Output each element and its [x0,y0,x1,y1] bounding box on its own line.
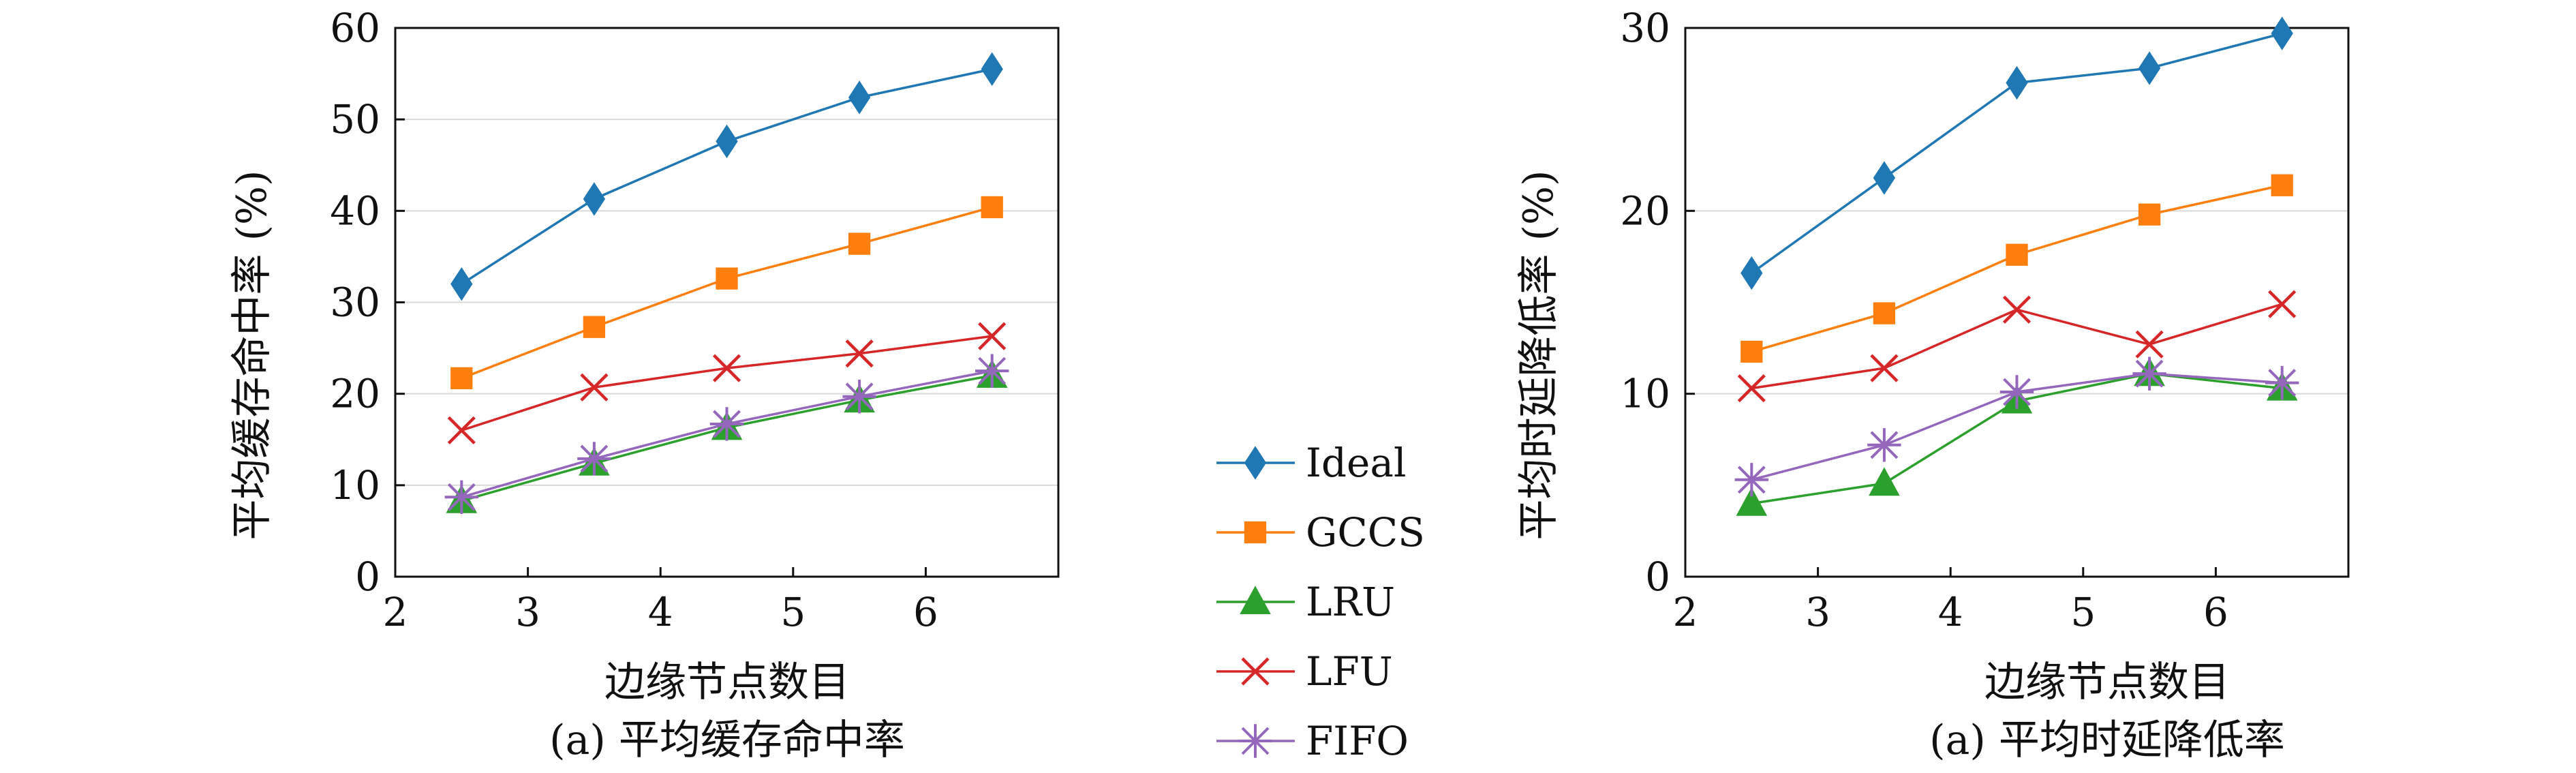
data-point [1867,428,1901,462]
data-point [975,354,1009,388]
data-point [716,267,738,290]
legend-label: LRU [1306,579,1395,625]
data-point [2006,65,2028,100]
data-point [2132,357,2166,391]
data-point [716,124,738,159]
data-point [981,52,1003,87]
y-tick-label: 0 [1645,554,1670,600]
y-tick-label: 0 [355,554,380,600]
legend-entry-lru: LRU [1216,579,1395,625]
y-tick-label: 20 [1620,187,1670,234]
y-tick-label: 20 [330,371,380,417]
data-point [2135,330,2164,359]
data-point [1734,463,1768,497]
y-axis-label: 平均时延降低率 (%) [1515,170,1563,541]
data-point [1873,161,1896,195]
series-lfu [1737,290,2297,403]
x-tick-label: 6 [2203,589,2228,635]
chart-caption: (a) 平均时延降低率 [1929,716,2285,764]
data-point [2138,203,2161,226]
legend-label: Ideal [1306,440,1407,486]
data-point [1869,467,1900,496]
y-tick-label: 30 [330,279,380,326]
data-point [2006,243,2028,266]
asterisk-icon [1238,724,1272,758]
legend-entry-fifo: FIFO [1216,718,1409,764]
data-point [1873,302,1896,324]
plot-frame [1684,27,2350,578]
data-point [583,182,606,216]
x-icon [1241,657,1270,686]
data-point [1999,375,2034,409]
data-point [845,339,874,368]
data-point [712,354,741,382]
legend-label: LFU [1306,648,1393,695]
x-tick-label: 4 [648,589,673,635]
data-point [2268,290,2297,318]
y-tick-label: 10 [330,462,380,509]
y-tick-label: 60 [330,5,380,51]
y-tick-label: 10 [1620,371,1670,417]
data-point [2265,365,2299,400]
legend-entry-gccs: GCCS [1216,509,1425,556]
x-tick-label: 5 [2070,589,2096,635]
x-tick-label: 5 [780,589,806,635]
series-lfu [447,322,1007,444]
data-point [1741,340,1763,363]
diamond-icon [1244,446,1267,480]
data-point [2002,295,2031,324]
data-point [978,322,1007,350]
y-axis-label: 平均缓存命中率 (%) [228,170,276,541]
data-point [848,232,871,255]
legend-entry-ideal: Ideal [1216,440,1407,486]
data-point [2138,51,2161,85]
chart-panel-latency-reduction: 边缘节点数目 (a) 平均时延降低率 平均时延降低率 (%) 0 10 20 30 2 3… [1515,5,2350,764]
data-point [842,379,876,414]
x-tick-label: 6 [913,589,938,635]
data-point [981,196,1003,219]
data-point [580,373,609,401]
series-ideal [1741,16,2293,290]
x-axis-label: 边缘节点数目 [604,658,850,706]
legend-label: GCCS [1306,509,1425,556]
legend-entry-lfu: LFU [1216,648,1393,695]
x-tick-label: 2 [1673,589,1698,635]
data-point [1870,354,1899,382]
series-line [461,67,993,286]
x-tick-label: 2 [383,589,408,635]
series-ideal [450,52,1003,301]
square-icon [1244,521,1267,544]
y-tick-label: 40 [330,187,380,234]
data-point [709,407,744,441]
data-point [2271,174,2293,196]
y-tick-label: 50 [330,96,380,142]
data-point [450,367,473,390]
chart-panel-hit-rate: 边缘节点数目 (a) 平均缓存命中率 平均缓存命中率 (%) 0 10 20 30 40… [228,5,1060,764]
data-point [1736,487,1768,516]
x-tick-label: 3 [1805,589,1830,635]
data-point [848,80,871,115]
data-point [583,316,606,338]
data-point [444,480,478,514]
data-point [1741,256,1763,290]
data-point [447,416,476,444]
data-point [1737,374,1766,403]
x-tick-label: 3 [515,589,540,635]
data-point [2271,16,2293,50]
y-tick-label: 30 [1620,5,1670,51]
x-axis-label: 边缘节点数目 [1984,658,2230,706]
data-point [450,267,473,301]
chart-caption: (a) 平均缓存命中率 [549,716,905,764]
series-fifo [1734,357,2299,497]
legend-label: FIFO [1306,718,1409,764]
triangle-icon [1240,586,1271,615]
series-fifo [444,354,1009,514]
series-gccs [1741,174,2293,363]
series-gccs [450,196,1003,390]
data-point [577,442,611,476]
x-tick-label: 4 [1938,589,1963,635]
legend: Ideal GCCS LRU LFU FIFO [1216,440,1425,764]
